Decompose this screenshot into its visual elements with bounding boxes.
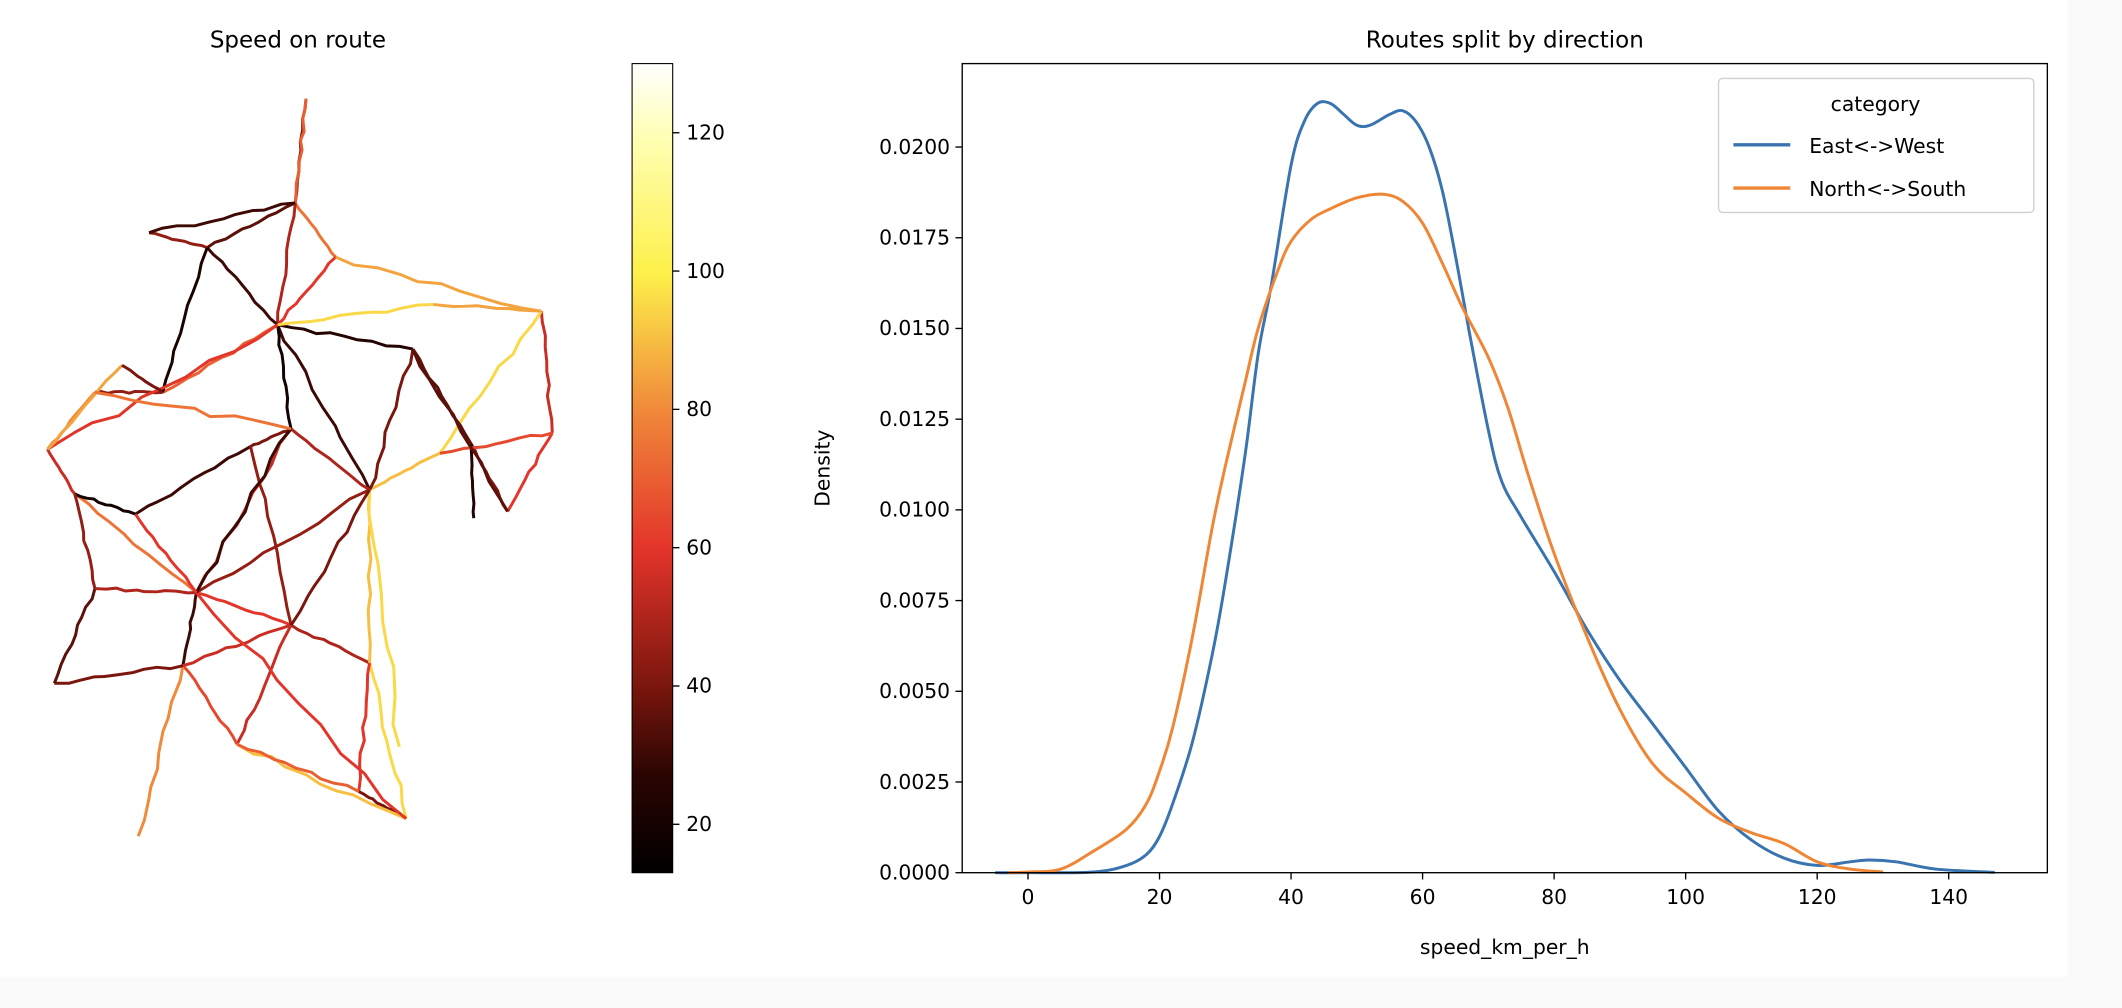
route-segment bbox=[367, 489, 401, 748]
x-tick-label: 20 bbox=[1147, 885, 1173, 909]
route-segment bbox=[136, 665, 185, 837]
y-tick-label: 0.0175 bbox=[879, 226, 950, 250]
route-segment bbox=[52, 588, 97, 684]
colorbar-tick-label: 60 bbox=[686, 535, 712, 559]
kde-title: Routes split by direction bbox=[1366, 27, 1644, 53]
legend-title: category bbox=[1831, 92, 1921, 116]
colorbar-tick-label: 100 bbox=[686, 259, 725, 283]
route-segment bbox=[293, 98, 308, 204]
route-segment bbox=[46, 323, 279, 451]
colorbar-ticks: 20 40 60 80 100 120 bbox=[672, 121, 725, 836]
x-tick-label: 0 bbox=[1022, 885, 1035, 909]
route-segment bbox=[249, 446, 293, 626]
y-axis-ticks: 0.0000 0.0025 0.0050 0.0075 0.0100 0.0125 0.01… bbox=[879, 135, 963, 884]
route-segment bbox=[236, 742, 360, 793]
route-segment bbox=[148, 201, 296, 235]
route-segment bbox=[182, 623, 292, 668]
route-segment bbox=[289, 489, 371, 626]
route-segment bbox=[539, 311, 554, 434]
route-segment bbox=[335, 255, 542, 313]
y-tick-label: 0.0150 bbox=[879, 316, 950, 340]
route-segment bbox=[195, 427, 293, 594]
route-segment bbox=[438, 310, 543, 455]
kde-lines bbox=[995, 100, 1995, 875]
route-segment bbox=[46, 448, 76, 495]
colorbar-tick-label: 80 bbox=[686, 397, 712, 421]
route-segment bbox=[276, 202, 297, 325]
route-segment bbox=[235, 624, 293, 745]
x-axis-ticks: 0 20 40 60 80 100 120 140 bbox=[1022, 872, 1968, 909]
route-segment bbox=[134, 513, 198, 594]
route-segment bbox=[206, 246, 279, 326]
y-tick-label: 0.0125 bbox=[879, 407, 950, 431]
route-segment bbox=[195, 591, 408, 820]
x-tick-label: 120 bbox=[1798, 885, 1837, 909]
plot-frame bbox=[961, 62, 2049, 874]
route-segment bbox=[134, 445, 252, 516]
colorbar-tick-label: 20 bbox=[686, 812, 712, 836]
x-tick-label: 40 bbox=[1278, 885, 1304, 909]
route-segment bbox=[121, 364, 164, 394]
x-axis-label: speed_km_per_h bbox=[1420, 935, 1590, 959]
x-tick-label: 140 bbox=[1929, 885, 1968, 909]
colorbar bbox=[631, 63, 674, 874]
route-segment bbox=[181, 592, 198, 666]
route-segment bbox=[73, 493, 97, 589]
route-segment bbox=[277, 323, 414, 351]
x-tick-label: 60 bbox=[1410, 885, 1436, 909]
route-segment bbox=[181, 664, 239, 745]
route-segment bbox=[277, 302, 434, 327]
route-segment bbox=[368, 348, 415, 491]
y-tick-label: 0.0200 bbox=[879, 135, 950, 159]
route-segment bbox=[161, 247, 209, 393]
route-segment bbox=[74, 492, 137, 516]
route-segment bbox=[368, 662, 408, 819]
route-segment bbox=[196, 591, 292, 627]
route-segment bbox=[206, 201, 296, 249]
kde-line-north-south bbox=[1008, 192, 1884, 875]
legend-box bbox=[1717, 77, 2035, 214]
route-segment bbox=[293, 202, 337, 259]
route-segment bbox=[290, 623, 371, 665]
y-tick-label: 0.0050 bbox=[879, 679, 950, 703]
route-segment bbox=[249, 427, 292, 448]
route-segment bbox=[276, 255, 337, 326]
route-segment bbox=[506, 432, 554, 513]
legend: category East<->West North<->South bbox=[1717, 77, 2035, 214]
route-segment bbox=[73, 492, 198, 594]
y-tick-label: 0.0075 bbox=[879, 588, 950, 612]
y-tick-label: 0.0000 bbox=[879, 860, 950, 884]
x-tick-label: 100 bbox=[1666, 885, 1705, 909]
colorbar-tick-label: 120 bbox=[686, 121, 725, 145]
map-title: Speed on route bbox=[210, 27, 386, 53]
route-segment bbox=[46, 364, 124, 451]
route-segment bbox=[94, 390, 292, 431]
y-tick-label: 0.0100 bbox=[879, 498, 950, 522]
legend-label-east-west: East<->West bbox=[1809, 134, 1944, 158]
route-segment bbox=[439, 431, 553, 455]
route-segment bbox=[433, 302, 542, 313]
legend-label-north-south: North<->South bbox=[1809, 177, 1966, 201]
route-segment bbox=[195, 488, 371, 594]
y-axis-label: Density bbox=[811, 430, 835, 507]
route-segment bbox=[54, 664, 184, 685]
colorbar-tick-label: 40 bbox=[686, 674, 712, 698]
route-segment bbox=[148, 231, 208, 250]
route-segment bbox=[469, 443, 476, 519]
route-segment bbox=[94, 586, 197, 595]
route-segment bbox=[276, 324, 371, 491]
route-segment bbox=[290, 427, 371, 492]
route-network bbox=[46, 98, 554, 837]
route-segment bbox=[411, 348, 509, 513]
x-tick-label: 80 bbox=[1541, 885, 1567, 909]
route-segment bbox=[411, 348, 473, 445]
route-segment bbox=[368, 451, 441, 492]
y-tick-label: 0.0025 bbox=[879, 770, 950, 794]
route-segment bbox=[276, 324, 293, 430]
